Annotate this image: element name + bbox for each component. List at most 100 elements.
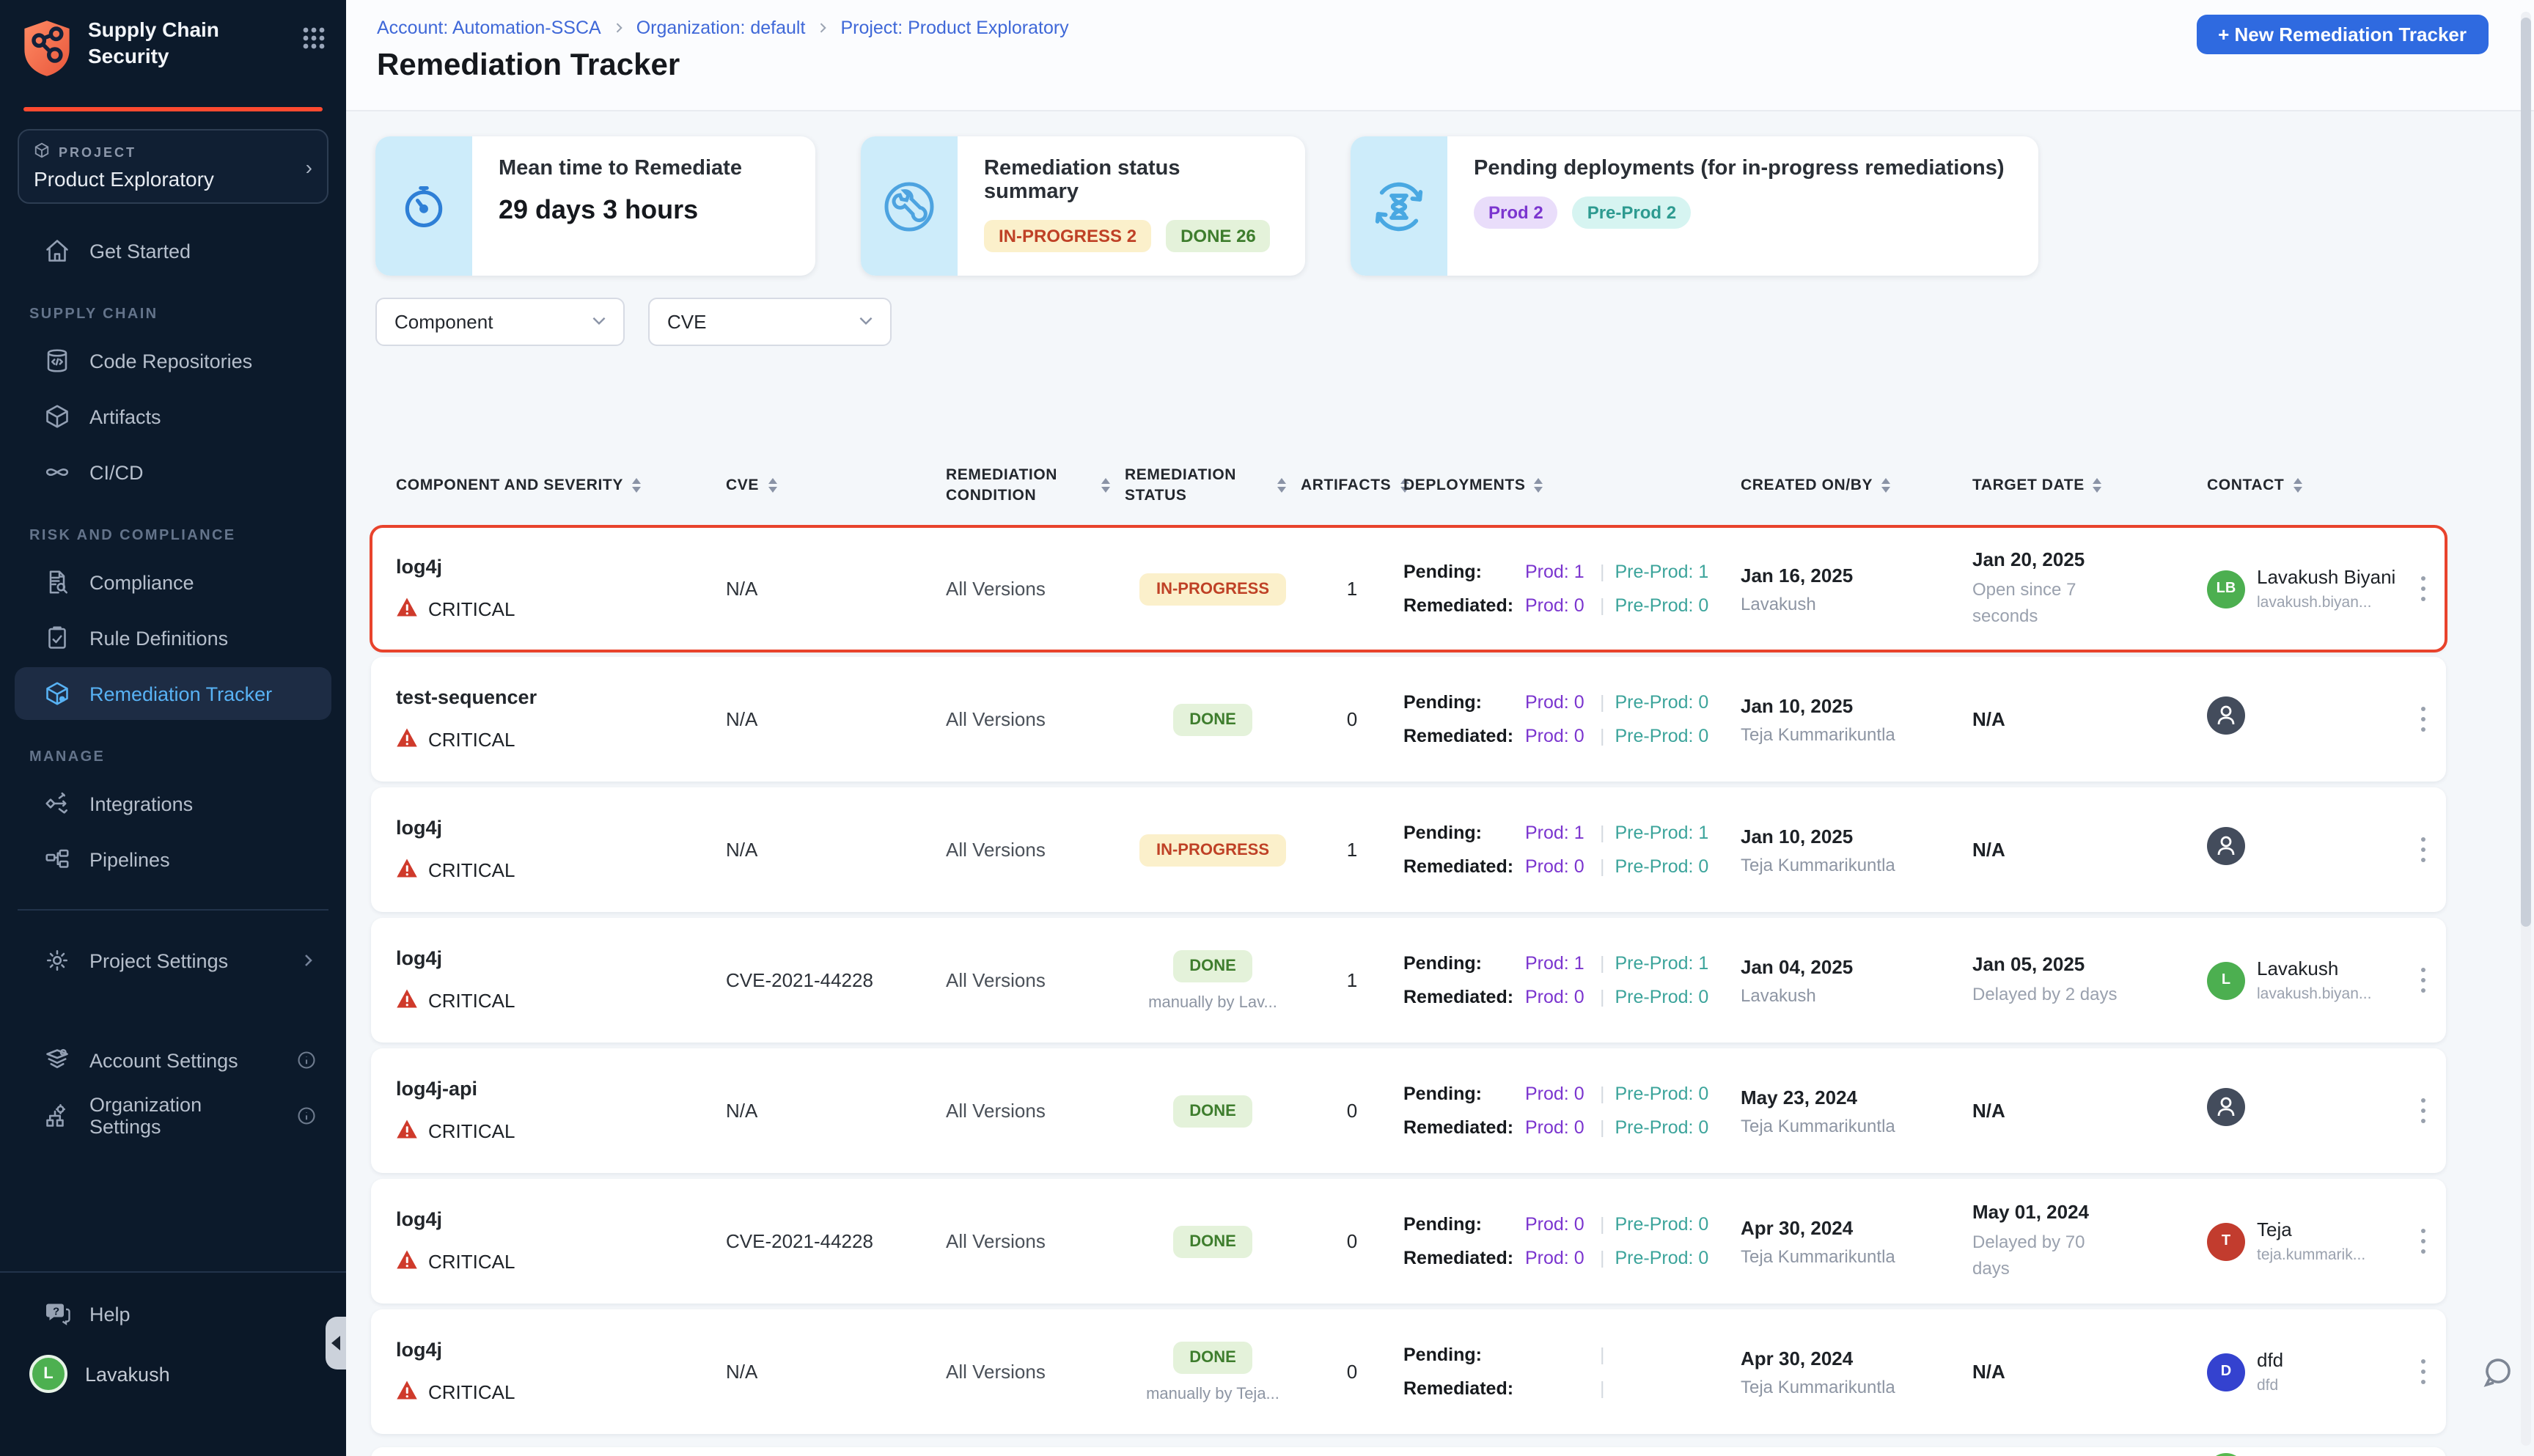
breadcrumb-link[interactable]: Project: Product Exploratory [840, 18, 1069, 38]
breadcrumb-link[interactable]: Organization: default [636, 18, 806, 38]
chevron-down-icon [856, 310, 875, 334]
infinity-icon [44, 459, 70, 485]
sidebar-item-account-settings[interactable]: Account Settings [15, 1034, 331, 1087]
column-header-created-on-by[interactable]: CREATED ON/BY [1741, 475, 1972, 496]
remediation-condition-cell: All Versions [946, 1361, 1046, 1383]
deployment-preprod: Pre-Prod: 1 [1615, 562, 1709, 582]
table-row[interactable]: test-sequencer CRITICAL N/A All Versions DON… [371, 657, 2446, 782]
column-header-label: REMEDIATION CONDITION [946, 466, 1058, 504]
deployment-line: Pending: Prod: 1 | Pre-Prod: 1 [1403, 823, 1741, 843]
remediation-status-cell: DONE [1125, 1095, 1301, 1127]
chat-bubble-icon[interactable] [2480, 1355, 2515, 1397]
sidebar-item-organization-settings[interactable]: Organization Settings [15, 1089, 331, 1142]
sidebar-item-project-settings[interactable]: Project Settings [15, 934, 331, 987]
module-grid-icon[interactable] [302, 26, 326, 57]
sidebar-item-rule-definitions[interactable]: Rule Definitions [15, 611, 331, 664]
severity-label: CRITICAL [428, 1381, 515, 1403]
deployment-preprod: Pre-Prod: 0 [1615, 856, 1709, 877]
remediation-condition-cell: All Versions [946, 1230, 1046, 1252]
created-date: Apr 30, 2024 [1741, 1216, 1854, 1238]
deployments-cell: Pending: Prod: 0 | Pre-Prod: 0 Remediated: Pr… [1403, 1084, 1741, 1138]
contact-email: dfd [2257, 1376, 2279, 1394]
remediation-condition-cell: All Versions [946, 839, 1046, 861]
artifacts-cell: 1 [1346, 578, 1358, 600]
sidebar-item-compliance[interactable]: Compliance [15, 556, 331, 608]
column-header-component-and-severity[interactable]: COMPONENT AND SEVERITY [396, 475, 726, 496]
deployment-preprod: Pre-Prod: 0 [1615, 1214, 1709, 1235]
app-logo-shield-icon [21, 18, 73, 87]
column-header-deployments[interactable]: DEPLOYMENTS [1403, 475, 1741, 496]
table-row[interactable]: log4j CRITICAL N/A All Versions IN-PROGRESS 1… [371, 787, 2446, 912]
row-menu-icon[interactable] [2398, 1220, 2449, 1263]
column-header-target-date[interactable]: TARGET DATE [1972, 475, 2207, 496]
created-date: Jan 10, 2025 [1741, 825, 1854, 847]
row-menu-icon[interactable] [2398, 1089, 2449, 1133]
column-header-artifacts[interactable]: ARTIFACTS [1301, 475, 1409, 496]
breadcrumb-link[interactable]: Account: Automation-SSCA [377, 18, 601, 38]
sidebar-item-label: Remediation Tracker [89, 683, 273, 705]
table-row[interactable]: log4j CRITICAL CVE-2021-44228 All Versions D… [371, 1179, 2446, 1304]
table-row[interactable]: log4j CRITICAL CVE-2021-44228 All Versions D… [371, 918, 2446, 1043]
table-row[interactable]: log4j HHarness [371, 1447, 2446, 1456]
repo-icon [44, 348, 70, 374]
target-date: May 01, 2024 [1972, 1201, 2090, 1224]
row-menu-icon[interactable] [2398, 698, 2449, 741]
column-header-label: CONTACT [2207, 476, 2285, 494]
column-header-contact[interactable]: CONTACT [2207, 475, 2398, 496]
remediation-status-cell: IN-PROGRESS [1125, 573, 1301, 605]
filter-cve[interactable]: CVE [648, 298, 892, 346]
severity: CRITICAL [396, 1380, 726, 1405]
target-date-cell: N/A [1972, 1100, 2207, 1122]
contact-name: dfd [2257, 1349, 2284, 1372]
deployment-preprod: Pre-Prod: 0 [1615, 692, 1709, 713]
column-header-remediation-status[interactable]: REMEDIATION STATUS [1125, 465, 1301, 507]
sidebar-item-help[interactable]: ? Help [15, 1287, 331, 1340]
new-remediation-tracker-button[interactable]: + New Remediation Tracker [2196, 15, 2489, 54]
table-row[interactable]: log4j CRITICAL N/A All Versions IN-PROGRESS 1… [370, 525, 2449, 652]
created-by: Teja Kummarikuntla [1741, 724, 1895, 744]
component-name: log4j [396, 947, 443, 969]
contact-text: Lavakush lavakush.biyan... [2257, 958, 2371, 1003]
table-row[interactable]: log4j CRITICAL N/A All Versions DONE manually… [371, 1309, 2446, 1434]
summary-card-body: Pending deployments (for in-progress rem… [1447, 136, 2031, 276]
row-menu-icon[interactable] [2398, 1350, 2449, 1394]
sidebar-section-label: SUPPLY CHAIN [29, 306, 158, 323]
contact-text: dfd dfd [2257, 1350, 2283, 1394]
sidebar-user[interactable]: L Lavakush [0, 1343, 346, 1405]
row-menu-icon[interactable] [2398, 567, 2449, 611]
sidebar-item-ci-cd[interactable]: CI/CD [15, 446, 331, 499]
sort-icon [631, 477, 641, 493]
row-menu-icon[interactable] [2398, 959, 2449, 1002]
artifacts-cell: 0 [1346, 708, 1358, 730]
sidebar-item-pipelines[interactable]: Pipelines [15, 833, 331, 886]
box-icon [44, 403, 70, 430]
chevron-right-icon [299, 952, 317, 969]
status-badge: DONE [1173, 703, 1252, 735]
table-row[interactable]: log4j-api CRITICAL N/A All Versions DONE 0 Pen… [371, 1048, 2446, 1173]
column-header-remediation-condition[interactable]: REMEDIATION CONDITION [946, 465, 1125, 507]
sidebar-item-label: Integrations [89, 793, 194, 815]
sidebar-item-artifacts[interactable]: Artifacts [15, 390, 331, 443]
summary-card-pending-deployments: Pending deployments (for in-progress rem… [1351, 136, 2038, 276]
deployment-separator: | [1600, 562, 1605, 582]
deployments-cell: Pending: Prod: 0 | Pre-Prod: 0 Remediated: Pr… [1403, 692, 1741, 746]
column-header-cve[interactable]: CVE [726, 475, 946, 496]
remediation-condition-cell: All Versions [946, 708, 1046, 730]
status-badge: DONE [1173, 1225, 1252, 1257]
sidebar-item-remediation-tracker[interactable]: Remediation Tracker [15, 667, 331, 720]
project-selector[interactable]: PROJECT Product Exploratory › [18, 129, 328, 204]
filter-component[interactable]: Component [375, 298, 625, 346]
sidebar-item-code-repositories[interactable]: Code Repositories [15, 334, 331, 387]
sort-icon [1534, 477, 1543, 493]
status-badge: DONE [1173, 949, 1252, 982]
target-note: Open since 7 seconds [1972, 579, 2076, 625]
artifacts-cell: 1 [1346, 969, 1358, 991]
row-menu-icon[interactable] [2398, 828, 2449, 872]
sidebar-item-get-started[interactable]: Get Started [15, 224, 331, 277]
scrollbar-thumb[interactable] [2521, 18, 2531, 927]
sidebar-item-integrations[interactable]: Integrations [15, 777, 331, 830]
deployment-label: Remediated: [1403, 856, 1514, 877]
vertical-scrollbar [2521, 12, 2531, 1446]
deployment-separator: | [1600, 1084, 1605, 1104]
sidebar-collapse-handle[interactable] [326, 1317, 346, 1369]
